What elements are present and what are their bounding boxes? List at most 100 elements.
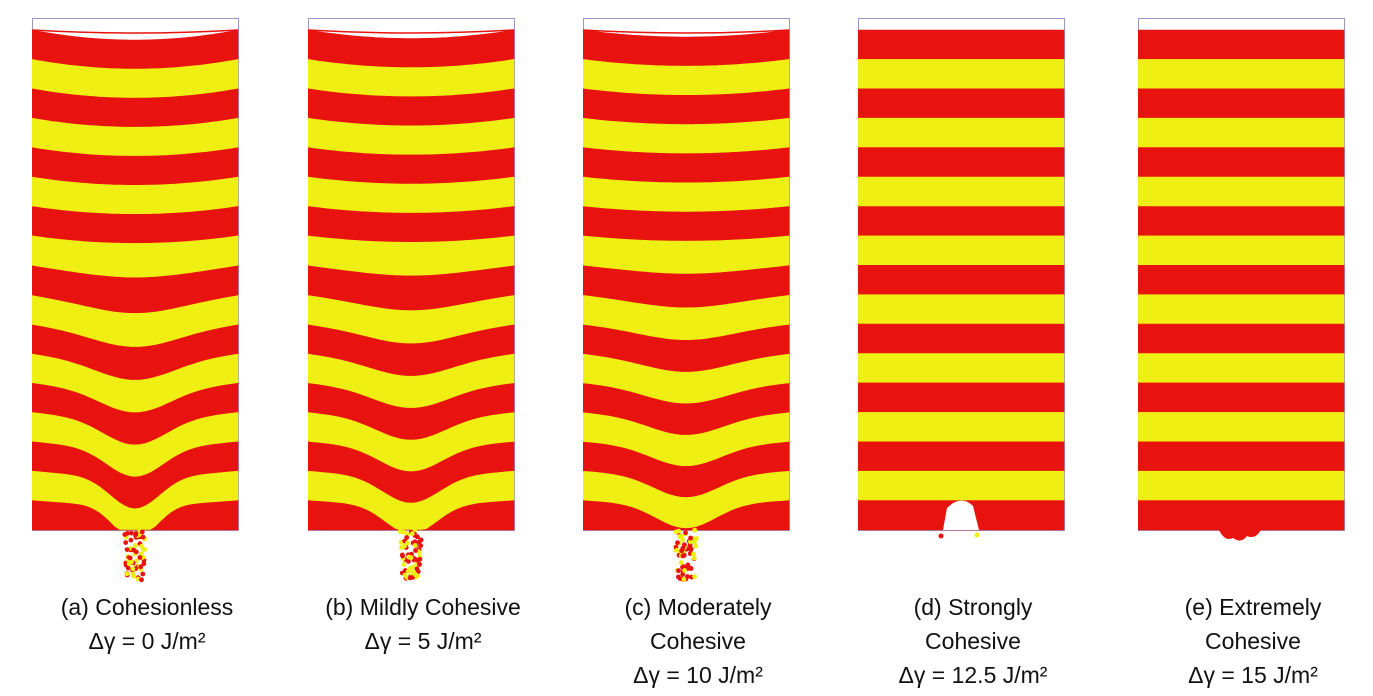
yellow-layer: [858, 176, 1065, 207]
silo-extremely-cohesive: [1138, 18, 1345, 541]
falling-particle: [139, 529, 145, 535]
caption-title-line: (d) Strongly: [913, 594, 1033, 620]
falling-particle: [676, 568, 681, 574]
falling-particle: [974, 532, 980, 538]
falling-particle: [415, 534, 420, 540]
falling-particle: [400, 553, 405, 559]
red-layer: [1138, 441, 1345, 472]
caption-equation: Δγ = 5 J/m²: [364, 628, 482, 654]
falling-particle: [401, 562, 407, 567]
falling-particle: [139, 543, 144, 549]
red-layer: [32, 29, 239, 70]
falling-particle: [124, 571, 130, 577]
red-layer: [858, 88, 1065, 119]
falling-particle: [131, 547, 136, 553]
caption-a: (a) Cohesionless Δγ = 0 J/m²: [2, 590, 292, 658]
falling-particle: [691, 551, 696, 557]
falling-particle: [133, 543, 138, 548]
red-layer: [308, 29, 515, 68]
caption-title-line: (b) Mildly Cohesive: [325, 594, 521, 620]
falling-particle: [682, 568, 687, 573]
falling-particle: [418, 537, 424, 543]
falling-particle: [138, 564, 144, 570]
yellow-layer: [858, 59, 1065, 90]
falling-particle: [409, 531, 415, 537]
falling-particle: [938, 533, 944, 539]
silo-cohesionless: [32, 18, 239, 583]
yellow-layer: [1138, 59, 1345, 90]
falling-particle: [140, 571, 146, 577]
stable-arch: [943, 500, 979, 530]
falling-particle: [414, 557, 420, 563]
red-layer: [1138, 500, 1345, 531]
yellow-layer: [1138, 117, 1345, 148]
falling-particle: [677, 534, 683, 539]
falling-particle: [133, 531, 139, 536]
falling-particle: [412, 543, 418, 548]
falling-particle: [123, 540, 129, 545]
yellow-layer: [858, 294, 1065, 325]
falling-particle: [691, 555, 697, 561]
discharge-stream: [673, 527, 699, 582]
falling-particle: [402, 543, 407, 549]
falling-particle: [128, 537, 134, 543]
red-layer: [858, 382, 1065, 413]
falling-particle: [680, 545, 686, 551]
falling-particle: [413, 548, 418, 553]
red-layer: [1138, 323, 1345, 354]
falling-particle: [413, 572, 419, 578]
panel-c: (c) Moderately Cohesive Δγ = 10 J/m²: [583, 0, 813, 696]
caption-equation: Δγ = 0 J/m²: [88, 628, 206, 654]
yellow-layer: [1138, 294, 1345, 325]
caption-d: (d) Strongly Cohesive Δγ = 12.5 J/m²: [828, 590, 1118, 692]
yellow-layer: [858, 412, 1065, 443]
falling-particle: [688, 539, 693, 545]
red-layer: [858, 441, 1065, 472]
falling-particle: [137, 555, 143, 560]
caption-equation: Δγ = 15 J/m²: [1188, 662, 1318, 688]
red-layer: [1138, 88, 1345, 119]
free-surface: [583, 29, 790, 34]
panel-a: (a) Cohesionless Δγ = 0 J/m²: [32, 0, 262, 696]
yellow-layer: [583, 235, 790, 275]
yellow-layer: [858, 117, 1065, 148]
falling-particle: [127, 555, 133, 561]
caption-e: (e) Extremely Cohesive Δγ = 15 J/m²: [1108, 590, 1373, 692]
caption-b: (b) Mildly Cohesive Δγ = 5 J/m²: [278, 590, 568, 658]
falling-particle: [681, 576, 687, 582]
yellow-layer: [1138, 353, 1345, 384]
panel-d: (d) Strongly Cohesive Δγ = 12.5 J/m²: [858, 0, 1088, 696]
falling-particle: [410, 564, 416, 570]
red-layer: [308, 500, 515, 531]
falling-particle: [128, 530, 134, 536]
falling-particle: [417, 561, 422, 567]
falling-particle: [694, 536, 699, 541]
falling-particle: [692, 574, 697, 579]
falling-particle: [404, 531, 410, 537]
falling-particle: [141, 561, 147, 567]
falling-particle: [678, 560, 684, 565]
free-surface: [308, 29, 515, 34]
yellow-layer: [1138, 470, 1345, 501]
falling-particle: [130, 571, 136, 577]
falling-particle: [139, 577, 144, 583]
falling-particle: [124, 547, 130, 552]
caption-equation: Δγ = 12.5 J/m²: [898, 662, 1048, 688]
falling-particle: [406, 567, 412, 573]
red-layer: [32, 500, 239, 531]
discharge-stream: [397, 528, 424, 581]
falling-particle: [140, 534, 146, 540]
falling-particle: [401, 529, 406, 535]
falling-particle: [680, 553, 686, 559]
caption-equation: Δγ = 10 J/m²: [633, 662, 763, 688]
falling-particle: [693, 543, 699, 549]
red-layer: [858, 29, 1065, 60]
discharge-stream: [122, 528, 148, 583]
silo-strongly-cohesive: [858, 18, 1065, 539]
yellow-layer: [1138, 412, 1345, 443]
falling-particle: [688, 535, 693, 541]
falling-particle: [142, 547, 148, 552]
yellow-layer: [1138, 235, 1345, 266]
panel-b: (b) Mildly Cohesive Δγ = 5 J/m²: [308, 0, 538, 696]
yellow-layer: [858, 235, 1065, 266]
